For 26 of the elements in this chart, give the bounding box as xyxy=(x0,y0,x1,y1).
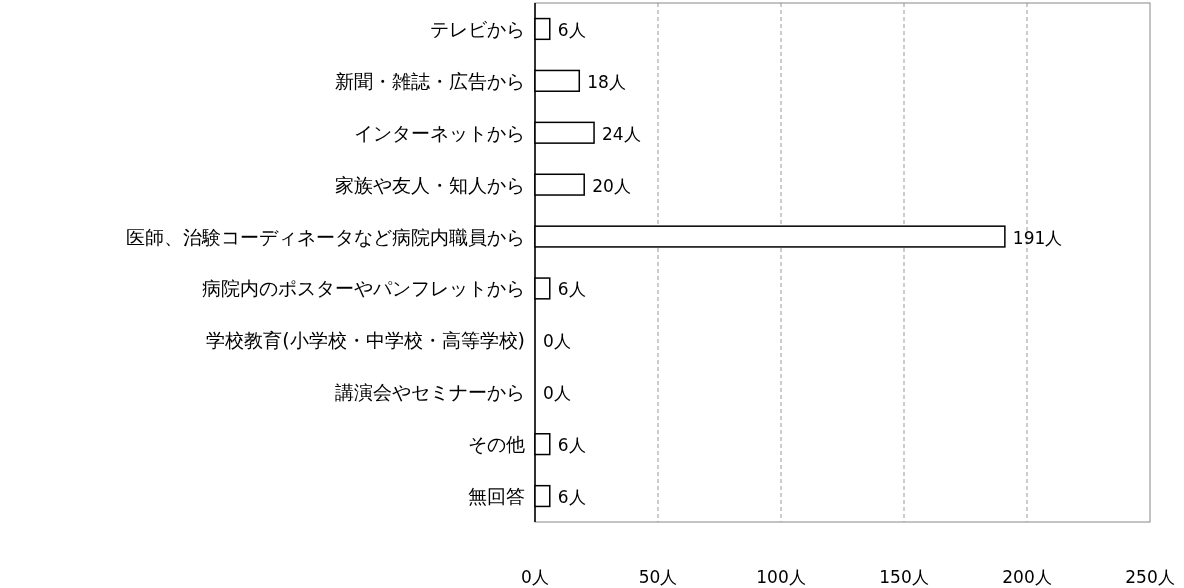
data-label: 0人 xyxy=(543,383,571,404)
data-label: 20人 xyxy=(592,175,631,196)
y-tick-label: 学校教育(小学校・中学校・高等学校) xyxy=(206,329,525,352)
data-label: 18人 xyxy=(587,71,626,92)
data-label: 6人 xyxy=(557,487,586,508)
x-tick-label: 50人 xyxy=(638,567,678,587)
y-tick-label: 新聞・雑誌・広告から xyxy=(335,69,525,92)
data-label: 0人 xyxy=(543,331,571,352)
y-tick-label: その他 xyxy=(468,433,525,456)
data-label: 191人 xyxy=(1012,227,1063,248)
data-label: 24人 xyxy=(602,123,641,144)
x-tick-label: 0人 xyxy=(521,567,549,587)
x-tick-label: 150人 xyxy=(879,567,929,587)
data-label: 6人 xyxy=(557,19,586,40)
y-tick-label: インターネットから xyxy=(354,121,525,144)
y-tick-label: 病院内のポスターやパンフレットから xyxy=(202,277,525,300)
x-tick-label: 250人 xyxy=(1125,567,1175,587)
y-tick-label: 家族や友人・知人から xyxy=(335,173,525,196)
data-label: 6人 xyxy=(557,435,586,456)
y-tick-label: 無回答 xyxy=(468,485,525,508)
x-tick-label: 100人 xyxy=(756,567,806,587)
y-tick-label: テレビから xyxy=(430,17,525,40)
y-tick-label: 医師、治験コーディネータなど病院内職員から xyxy=(126,225,525,248)
x-tick-label: 200人 xyxy=(1002,567,1052,587)
y-tick-label: 講演会やセミナーから xyxy=(335,381,525,404)
data-label: 6人 xyxy=(557,279,586,300)
